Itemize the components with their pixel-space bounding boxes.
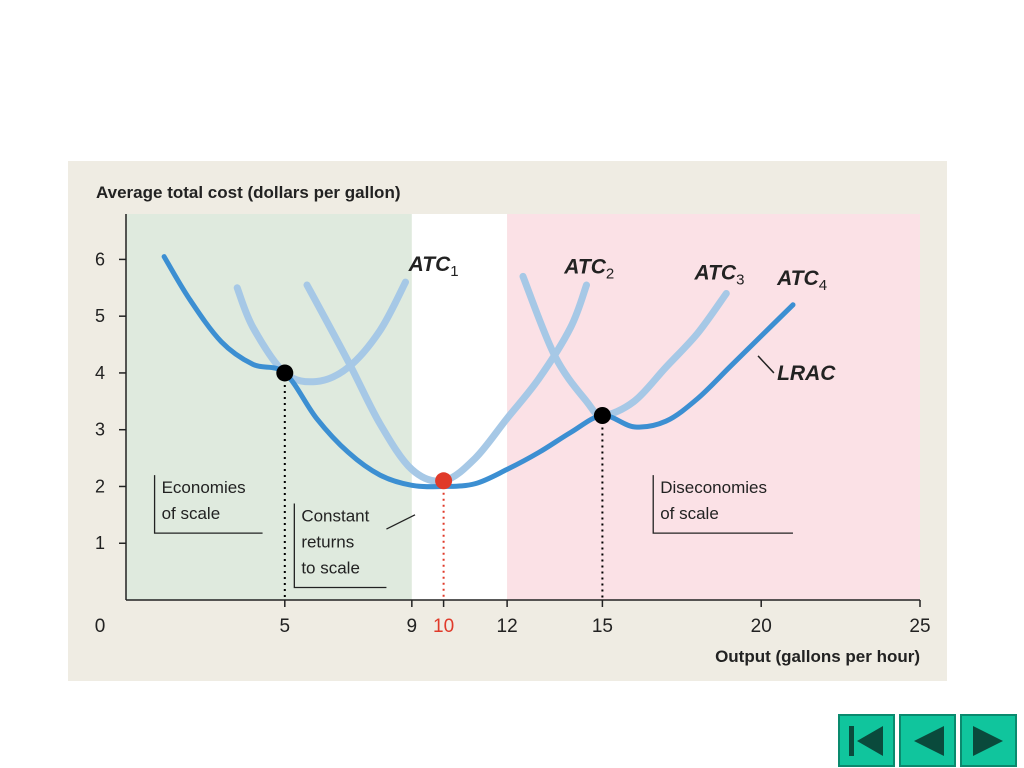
x-tick-label: 0 (95, 616, 106, 637)
annotation-text: to scale (301, 559, 360, 578)
curve-label: ATC4 (776, 267, 827, 294)
x-axis-title: Output (gallons per hour) (715, 647, 920, 666)
y-tick-label: 4 (95, 363, 105, 383)
region-diseconomies (507, 214, 920, 600)
previous-slide-button[interactable] (899, 714, 956, 767)
lrac-pointer (757, 355, 775, 374)
annotation-bracket (652, 475, 793, 534)
x-tick-label: 15 (592, 616, 613, 637)
curve-label: ATC1 (408, 253, 459, 280)
annotation-text: of scale (162, 504, 221, 523)
next-icon (972, 725, 1003, 756)
x-tick-label: 25 (909, 616, 930, 637)
key-point (435, 472, 453, 490)
annotation-pointer (386, 514, 416, 530)
y-axis-title: Average total cost (dollars per gallon) (96, 183, 401, 202)
region-constant (411, 214, 508, 600)
previous-icon (913, 725, 944, 756)
annotation-bracket (153, 475, 263, 534)
annotation-text: Economies (162, 478, 246, 497)
lrac-label: LRAC (777, 362, 836, 385)
curve-atc1 (233, 278, 409, 386)
next-slide-button[interactable] (960, 714, 1017, 767)
x-tick-label: 9 (407, 616, 418, 637)
chart-panel: 1 2 3 4 5 6 0 5 9 10 12 15 20 25 Average total cost (d… (68, 161, 947, 681)
y-tick-label: 3 (95, 420, 105, 440)
curve-atc4 (161, 254, 796, 490)
region-economies (126, 214, 412, 600)
annotation-bracket (293, 503, 387, 589)
annotation-text: of scale (660, 504, 719, 523)
slide-navigation (838, 714, 1017, 767)
y-tick-label: 1 (95, 533, 105, 553)
key-point (593, 407, 611, 425)
x-tick-label: 20 (751, 616, 772, 637)
y-tick-label: 2 (95, 476, 105, 496)
annotation-text: Constant (301, 507, 369, 526)
annotation-text: Diseconomies (660, 478, 767, 497)
curve-label: ATC2 (563, 256, 614, 283)
x-tick-label: 10 (433, 616, 454, 637)
first-page-icon (848, 725, 883, 756)
first-slide-button[interactable] (838, 714, 895, 767)
x-tick-label: 12 (497, 616, 518, 637)
x-tick-label: 5 (280, 616, 291, 637)
annotation-text: returns (301, 533, 354, 552)
curve-atc3 (519, 272, 730, 420)
key-point (276, 364, 294, 382)
curve-label: ATC3 (694, 261, 745, 288)
y-tick-label: 5 (95, 306, 105, 326)
y-tick-label: 6 (95, 249, 105, 269)
